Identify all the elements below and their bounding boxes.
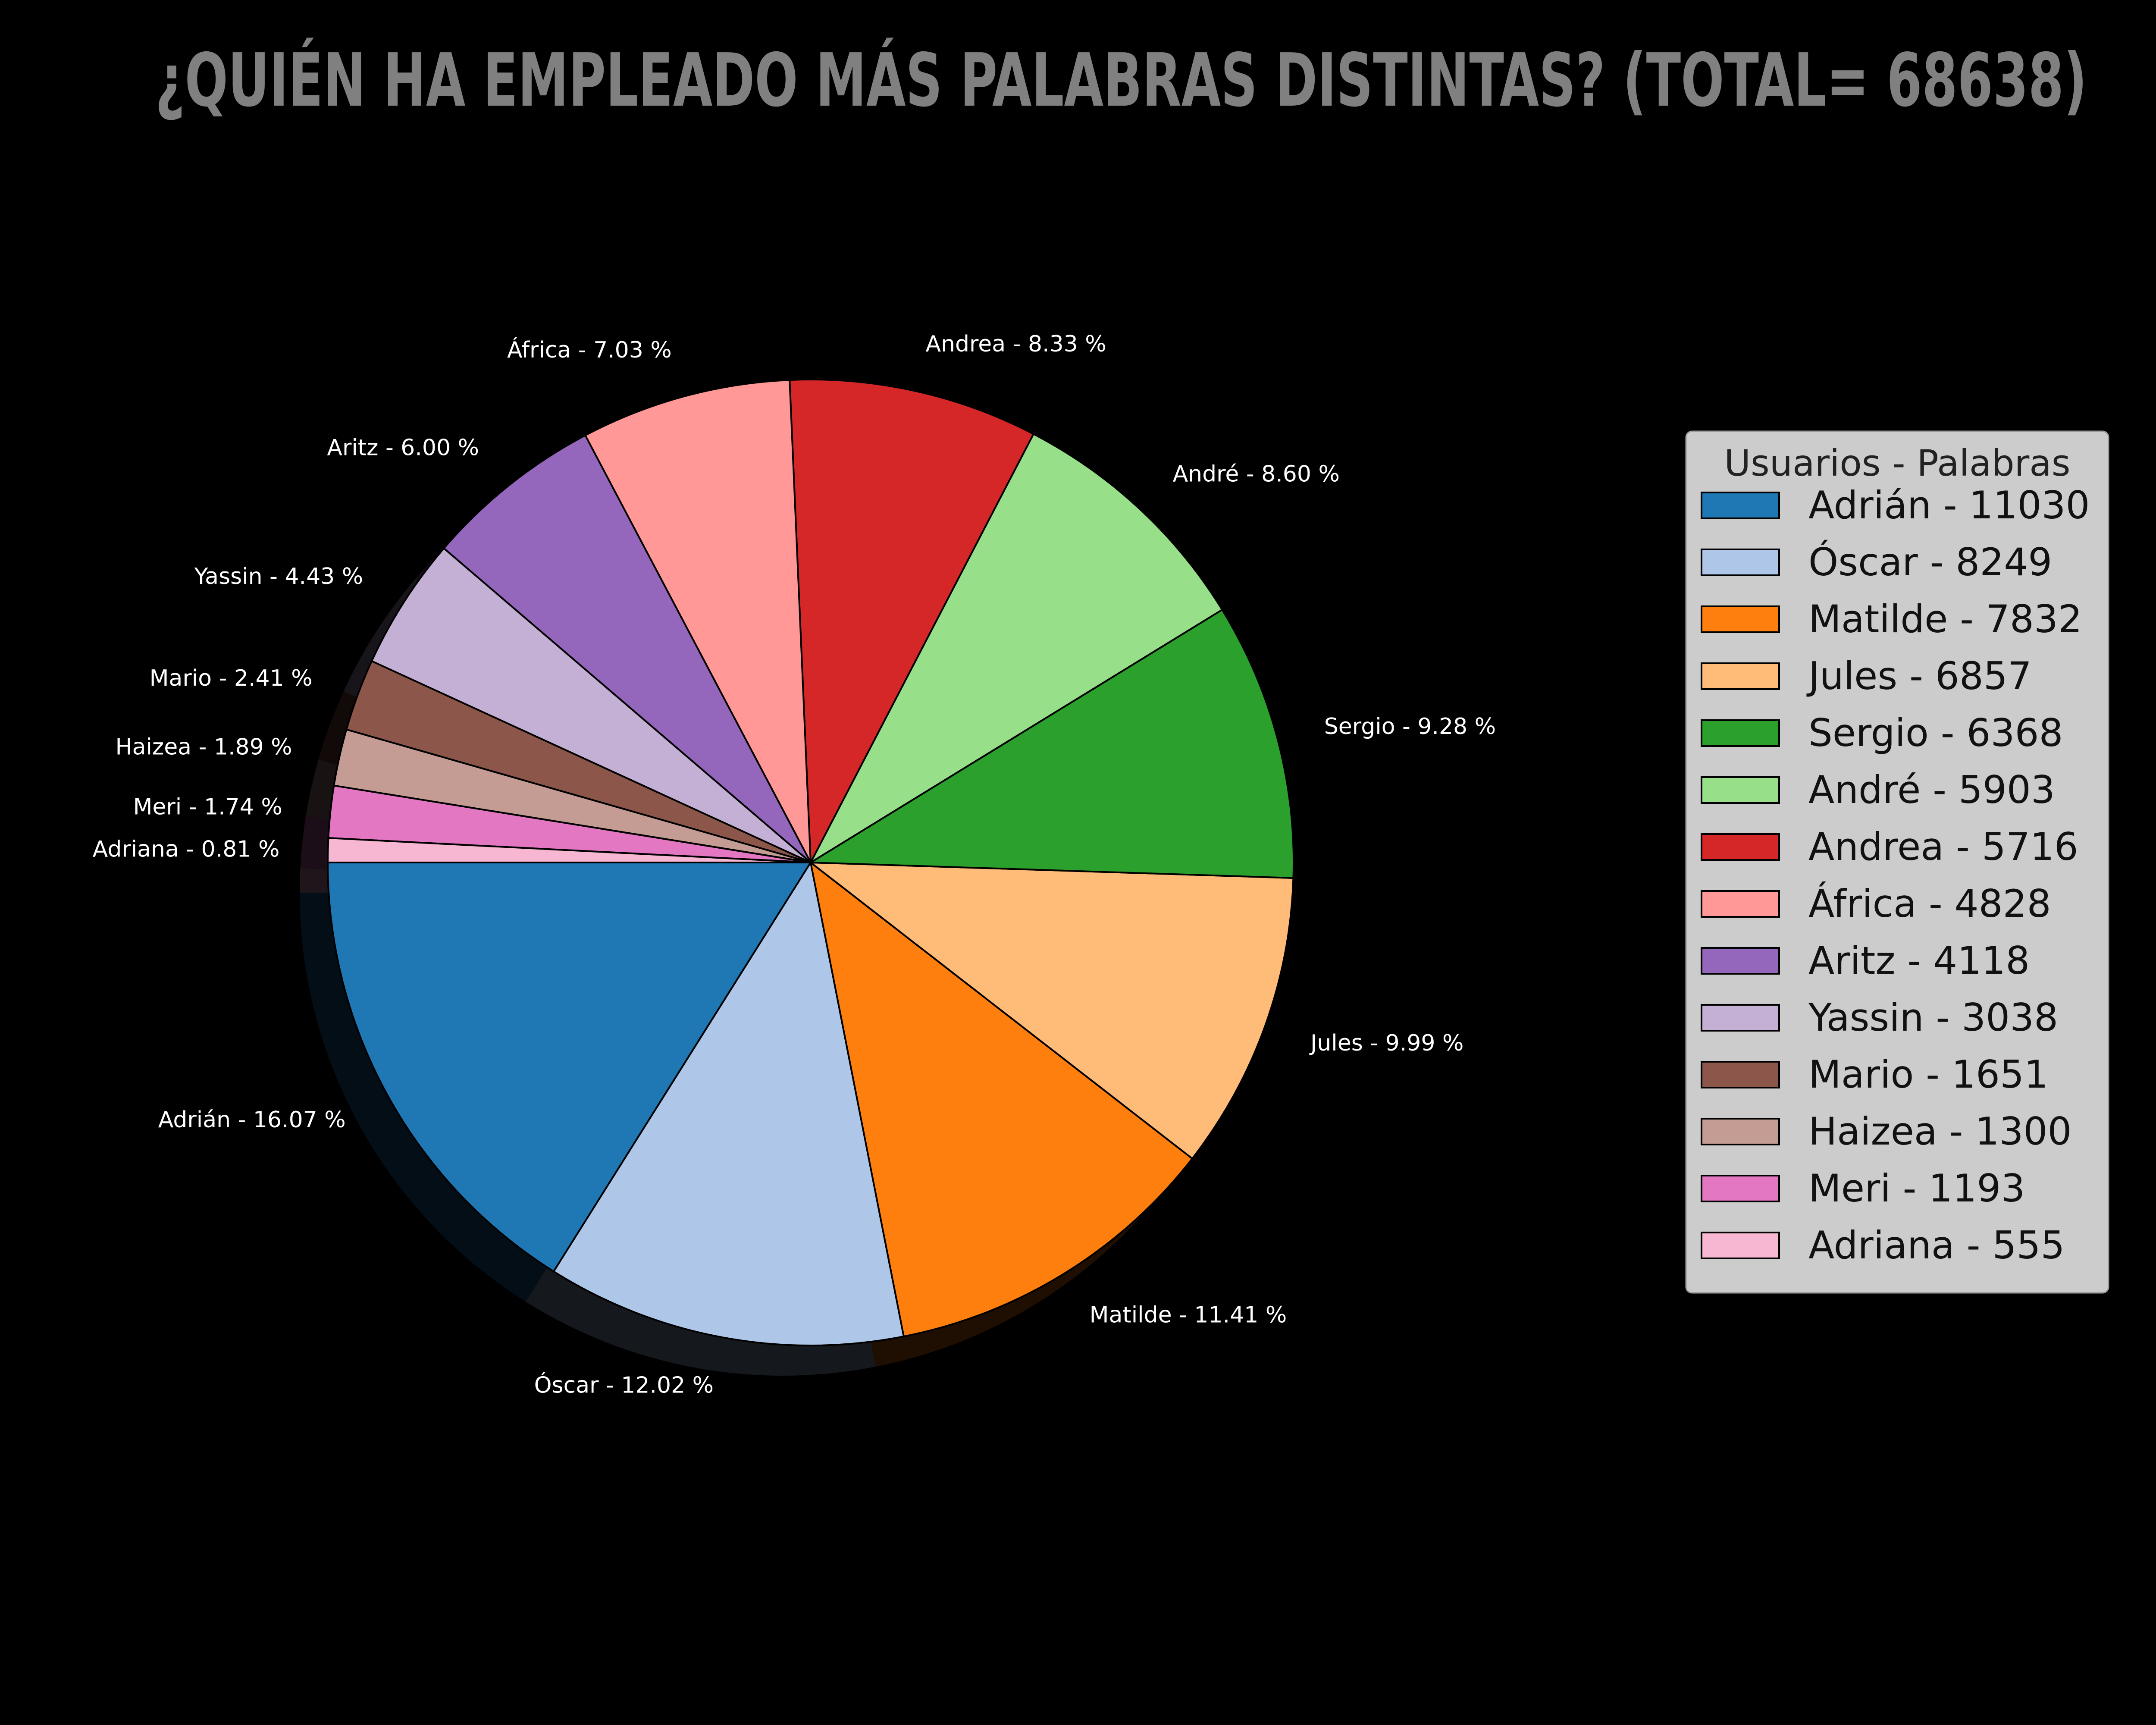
legend-swatch-mario (1701, 1061, 1780, 1088)
legend-swatch-adriana (1701, 1232, 1780, 1259)
slice-jules (810, 862, 1294, 1160)
legend-label-mario: Mario - 1651 (1808, 1052, 2048, 1097)
legend-swatch-sergio (1701, 719, 1780, 747)
legend-label-yassin: Yassin - 3038 (1808, 995, 2058, 1040)
legend-swatch-adrian (1701, 492, 1780, 519)
slice-adriana (327, 837, 812, 863)
slice-label-adriana: Adriana - 0.81 % (93, 837, 280, 862)
legend-swatch-meri (1701, 1175, 1780, 1202)
slice-label-africa: África - 7.03 % (507, 337, 672, 363)
legend-label-haizea: Haizea - 1300 (1808, 1109, 2071, 1154)
slice-label-haizea: Haizea - 1.89 % (115, 734, 292, 760)
legend-swatch-aritz (1701, 947, 1780, 975)
slice-oscar (553, 862, 905, 1347)
legend-title: Usuarios - Palabras (1724, 442, 2071, 484)
legend-label-andre: André - 5903 (1808, 768, 2055, 812)
slice-label-matilde: Matilde - 11.41 % (1090, 1302, 1287, 1328)
legend-label-matilde: Matilde - 7832 (1808, 597, 2082, 641)
legend-label-oscar: Óscar - 8249 (1808, 540, 2052, 584)
slice-label-sergio: Sergio - 9.28 % (1324, 714, 1496, 740)
slice-labels: Adrián - 16.07 % Óscar - 12.02 % Matilde -… (93, 331, 1496, 1398)
slice-yassin (371, 547, 812, 863)
slice-aritz (443, 434, 812, 863)
slice-andrea (789, 379, 1034, 863)
legend-box (1685, 430, 2109, 1294)
legend-label-meri: Meri - 1193 (1808, 1166, 2025, 1211)
legend-swatch-jules (1701, 662, 1780, 690)
legend: Usuarios - Palabras Adrián - 11030 Óscar … (1685, 430, 2109, 1294)
legend-label-adrian: Adrián - 11030 (1808, 483, 2090, 527)
legend-label-aritz: Aritz - 4118 (1808, 938, 2030, 983)
legend-items: Adrián - 11030 Óscar - 8249 Matilde - 7832… (1701, 483, 2090, 1267)
slice-label-jules: Jules - 9.99 % (1309, 1030, 1463, 1056)
pie-slices (327, 379, 1294, 1347)
slice-label-andre: André - 8.60 % (1173, 461, 1340, 487)
legend-label-andrea: Andrea - 5716 (1808, 825, 2078, 869)
slice-matilde (810, 862, 1193, 1337)
slice-adrian (327, 862, 812, 1273)
legend-swatch-andre (1701, 776, 1780, 804)
slice-andre (810, 433, 1223, 863)
slice-label-adrian: Adrián - 16.07 % (158, 1107, 346, 1133)
legend-swatch-africa (1701, 890, 1780, 918)
legend-swatch-haizea (1701, 1118, 1780, 1145)
legend-label-jules: Jules - 6857 (1806, 654, 2032, 698)
slice-label-meri: Meri - 1.74 % (133, 794, 282, 820)
legend-label-adriana: Adriana - 555 (1808, 1223, 2065, 1267)
chart-title: ¿QUIÉN HA EMPLEADO MÁS PALABRAS DISTINTA… (155, 38, 2087, 123)
legend-label-sergio: Sergio - 6368 (1808, 711, 2063, 755)
slice-label-aritz: Aritz - 6.00 % (327, 435, 479, 461)
slice-label-oscar: Óscar - 12.02 % (534, 1371, 714, 1398)
slice-label-yassin: Yassin - 4.43 % (194, 564, 364, 590)
slice-africa (584, 379, 812, 863)
legend-swatch-matilde (1701, 605, 1780, 633)
slice-sergio (810, 608, 1294, 879)
slice-label-mario: Mario - 2.41 % (150, 665, 313, 691)
legend-swatch-yassin (1701, 1004, 1780, 1032)
slice-label-andrea: Andrea - 8.33 % (926, 331, 1106, 357)
legend-label-africa: África - 4828 (1808, 881, 2051, 926)
legend-swatch-oscar (1701, 549, 1780, 576)
legend-swatch-andrea (1701, 833, 1780, 861)
